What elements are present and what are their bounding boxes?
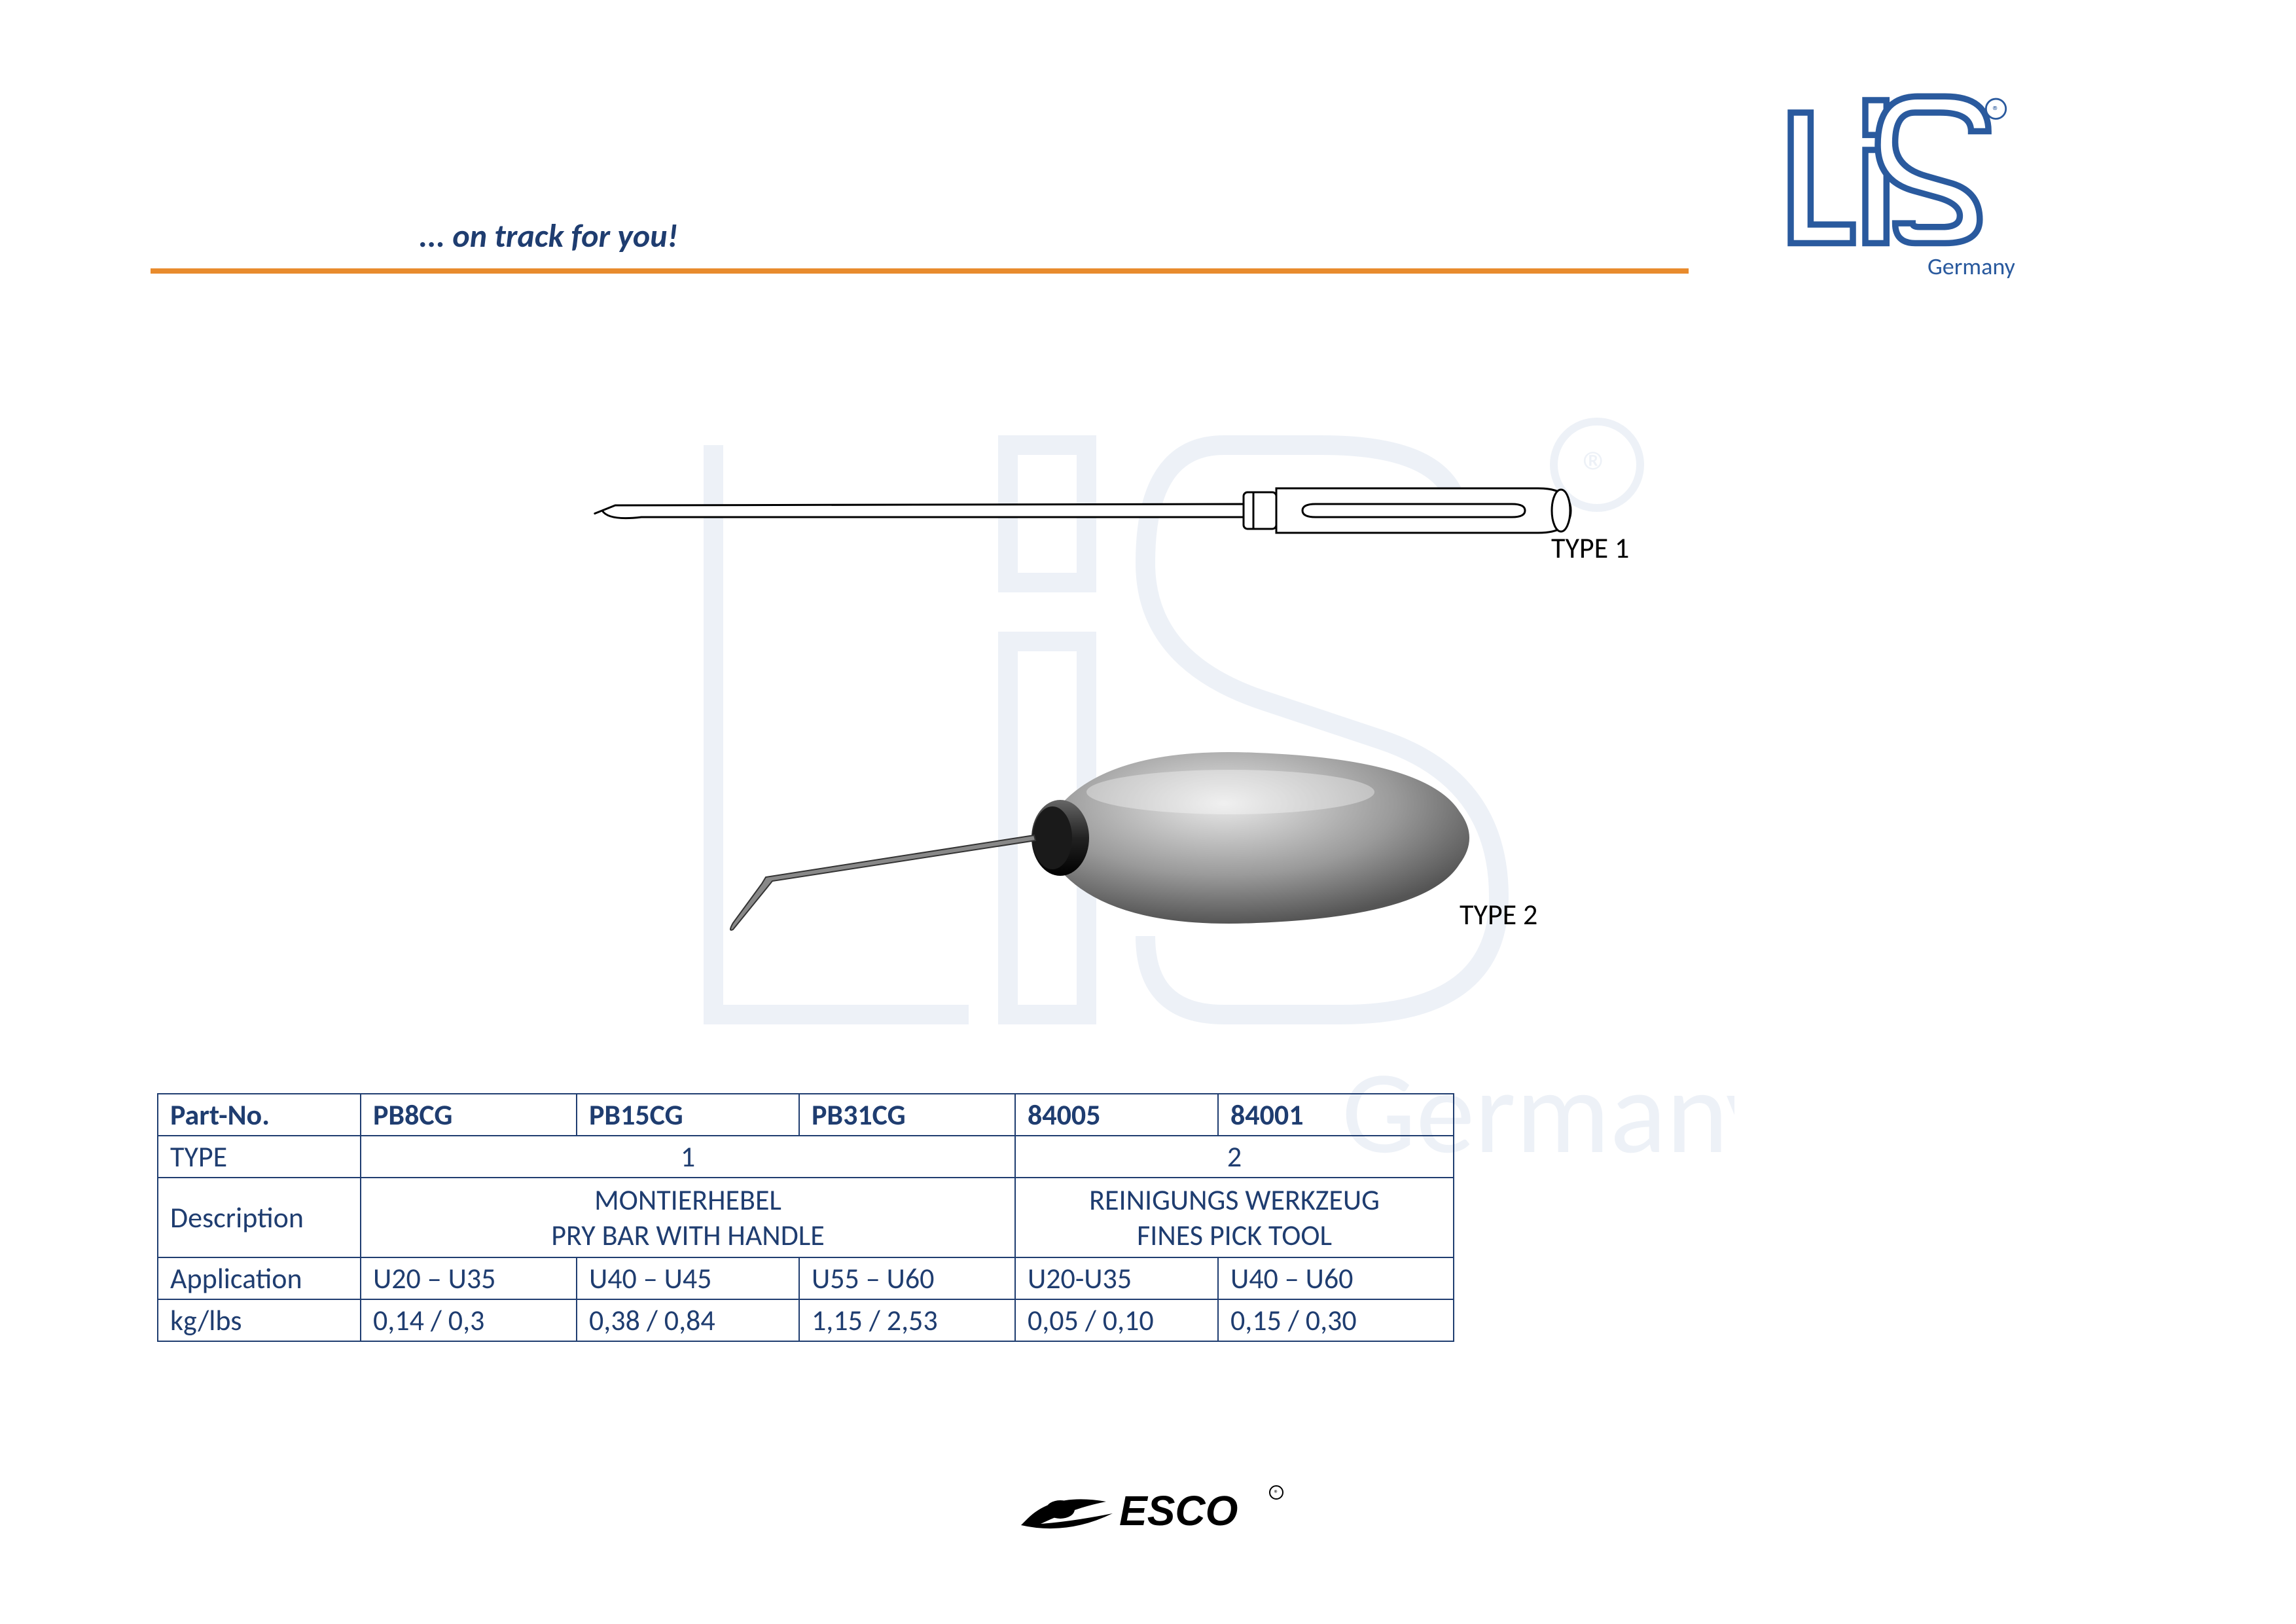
header-col: PB31CG [799,1094,1015,1136]
table-row-type: TYPE 1 2 [158,1136,1454,1178]
table-header-row: Part-No. PB8CG PB15CG PB31CG 84005 84001 [158,1094,1454,1136]
parts-table: Part-No. PB8CG PB15CG PB31CG 84005 84001… [157,1093,1454,1342]
weight-cell: 0,05 / 0,10 [1015,1299,1218,1341]
header-col: 84005 [1015,1094,1218,1136]
app-cell: U20 – U35 [361,1257,577,1299]
table-row-description: Description MONTIERHEBEL PRY BAR WITH HA… [158,1178,1454,1257]
svg-text:ESCO: ESCO [1119,1487,1238,1534]
row-label: Application [158,1257,361,1299]
header-partno: Part-No. [158,1094,361,1136]
app-cell: U20-U35 [1015,1257,1218,1299]
header-col: PB8CG [361,1094,577,1136]
type-cell: 1 [361,1136,1015,1178]
weight-cell: 1,15 / 2,53 [799,1299,1015,1341]
tool-type1-illustration [576,458,1597,563]
app-cell: U55 – U60 [799,1257,1015,1299]
registered-icon: ® [1992,102,2000,119]
app-cell: U40 – U45 [577,1257,799,1299]
desc-cell: REINIGUNGS WERKZEUG FINES PICK TOOL [1015,1178,1454,1257]
table-row-weight: kg/lbs 0,14 / 0,3 0,38 / 0,84 1,15 / 2,5… [158,1299,1454,1341]
tool-type2-illustration [694,720,1492,956]
weight-cell: 0,14 / 0,3 [361,1299,577,1341]
table-row-application: Application U20 – U35 U40 – U45 U55 – U6… [158,1257,1454,1299]
type-cell: 2 [1015,1136,1454,1178]
row-label: kg/lbs [158,1299,361,1341]
lis-logo: ® Germany [1766,85,2015,314]
esco-logo: ESCO ® [1014,1473,1289,1545]
weight-cell: 0,38 / 0,84 [577,1299,799,1341]
row-label: TYPE [158,1136,361,1178]
header-col: PB15CG [577,1094,799,1136]
logo-country-label: Germany [1928,252,2015,281]
weight-cell: 0,15 / 0,30 [1218,1299,1454,1341]
header-col: 84001 [1218,1094,1454,1136]
type2-label: TYPE 2 [1460,897,1537,932]
app-cell: U40 – U60 [1218,1257,1454,1299]
svg-text:®: ® [1274,1488,1278,1499]
desc-cell: MONTIERHEBEL PRY BAR WITH HANDLE [361,1178,1015,1257]
type1-label: TYPE 1 [1551,530,1629,566]
tagline: ... on track for you! [419,216,678,256]
header-divider [151,268,1689,274]
row-label: Description [158,1178,361,1257]
